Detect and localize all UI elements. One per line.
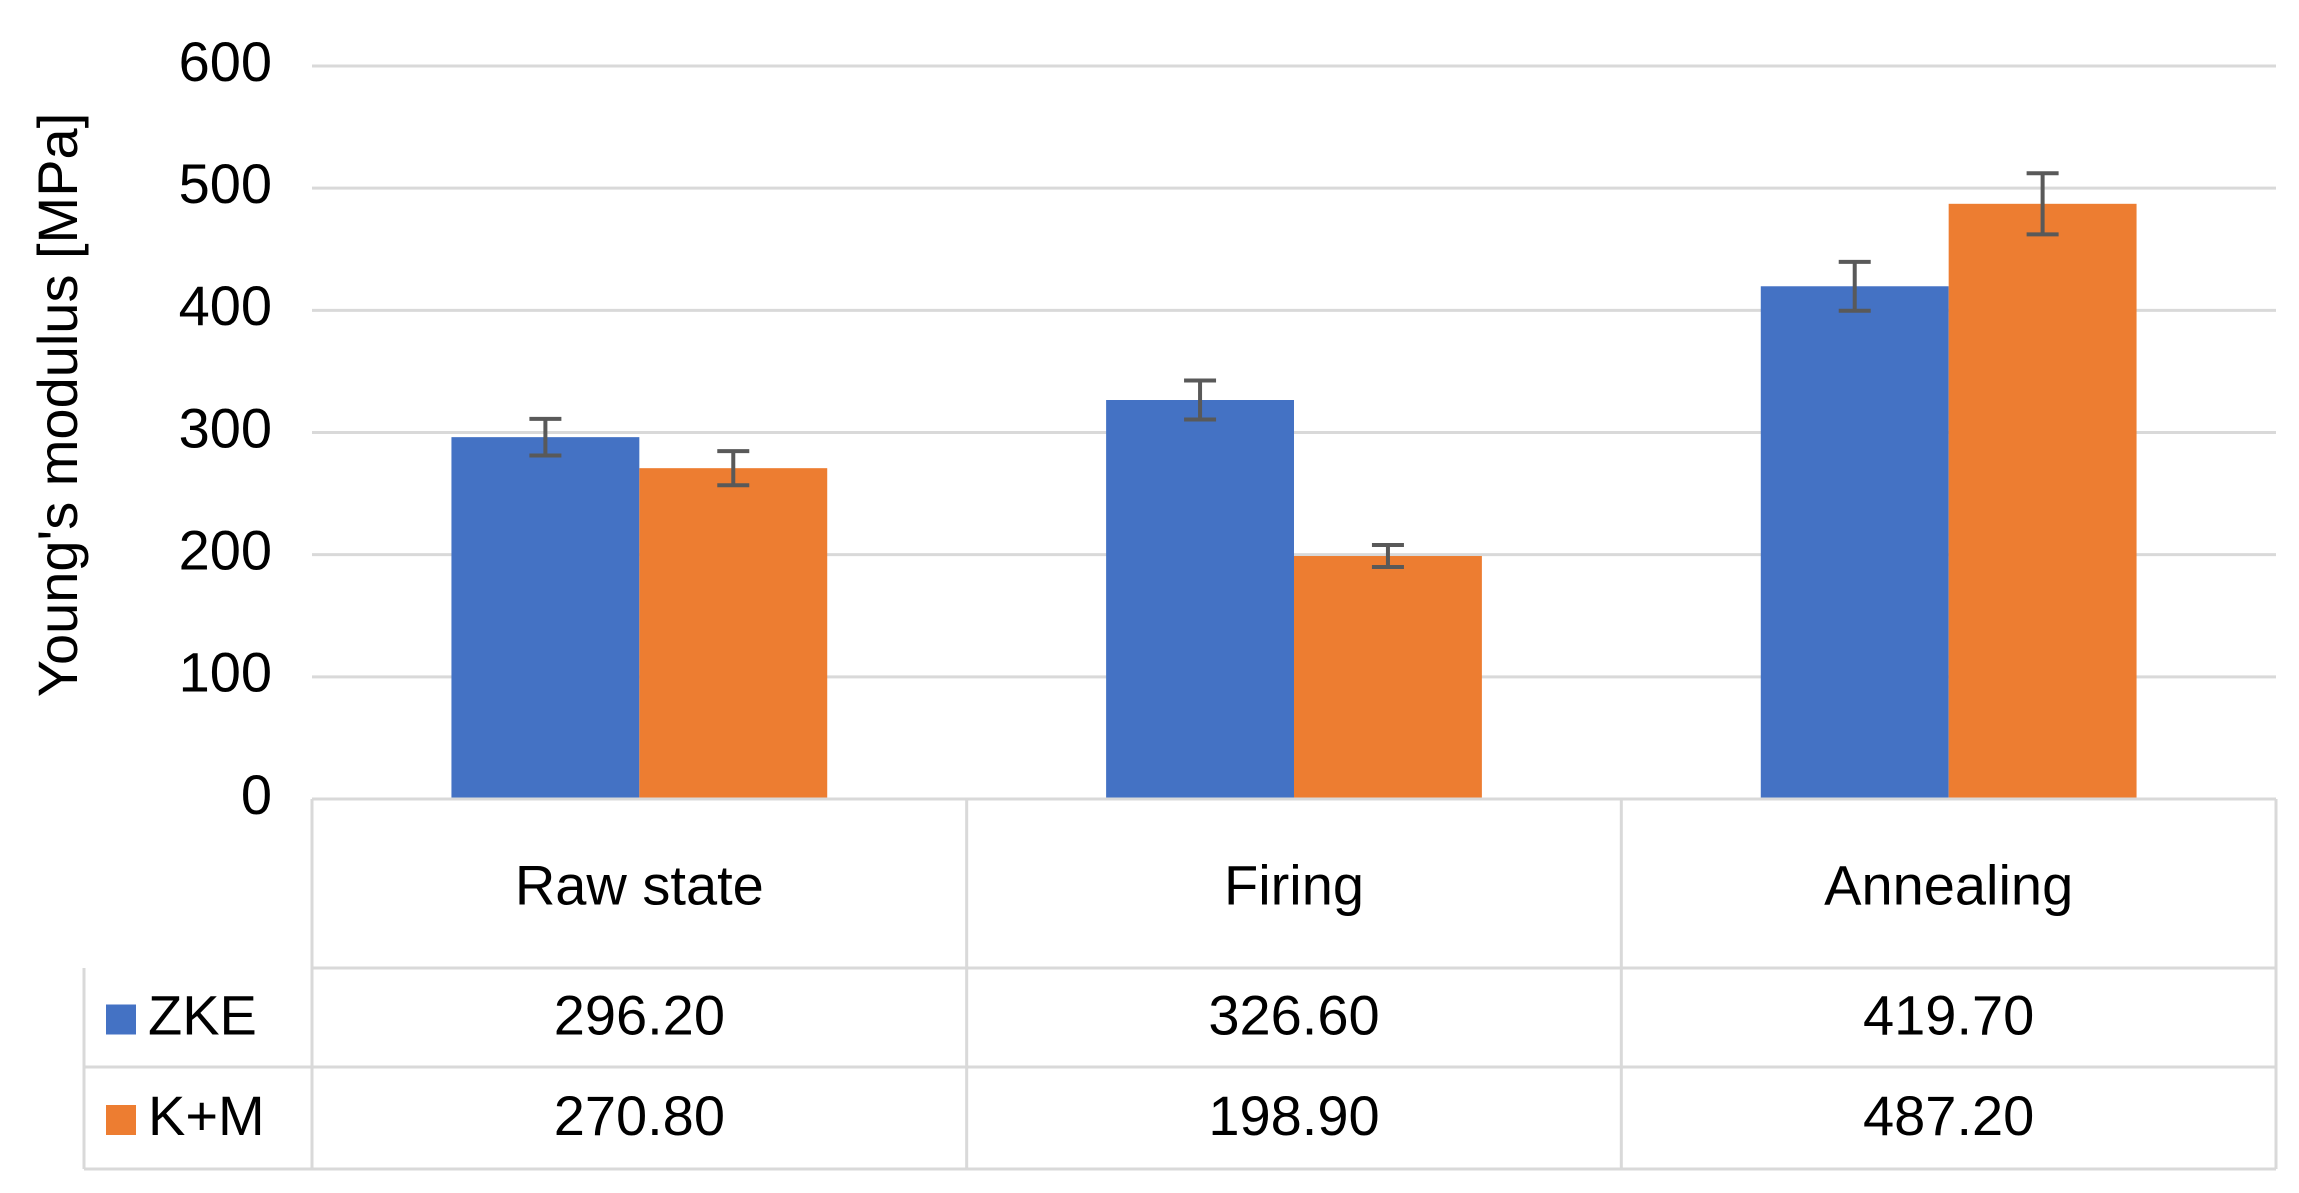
- table-value: 487.20: [1863, 1084, 2034, 1147]
- y-tick-label: 300: [179, 396, 272, 459]
- legend-swatch: [106, 1105, 136, 1135]
- x-tick-label: Annealing: [1824, 853, 2073, 916]
- y-tick-label: 600: [179, 30, 272, 93]
- table-value: 198.90: [1208, 1084, 1379, 1147]
- bar: [1106, 400, 1294, 799]
- bar: [1294, 556, 1482, 799]
- y-tick-label: 400: [179, 274, 272, 337]
- bar: [1948, 203, 2137, 799]
- table-value: 270.80: [554, 1084, 725, 1147]
- x-tick-label: Raw state: [515, 853, 764, 916]
- y-tick-label: 200: [179, 518, 272, 581]
- legend-label: K+M: [148, 1084, 265, 1147]
- legend-swatch: [106, 1004, 136, 1035]
- table-value: 326.60: [1208, 983, 1379, 1046]
- x-tick-label: Firing: [1224, 853, 1364, 916]
- y-tick-label: 100: [179, 641, 272, 704]
- table-value: 419.70: [1863, 983, 2034, 1046]
- table-value: 296.20: [554, 983, 725, 1046]
- y-tick-label: 500: [179, 152, 272, 215]
- y-tick-label: 0: [241, 763, 272, 826]
- bar: [451, 437, 640, 799]
- legend-label: ZKE: [148, 983, 257, 1046]
- bar: [639, 468, 828, 799]
- y-axis-label: Young's modulus [MPa]: [26, 113, 89, 698]
- bar: [1760, 286, 1949, 800]
